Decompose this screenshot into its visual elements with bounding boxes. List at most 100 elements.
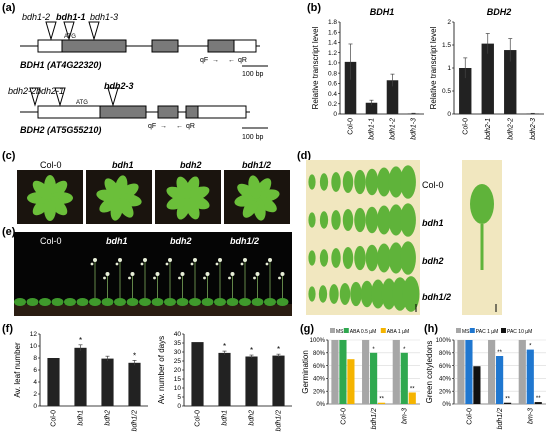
y-tick-label: 60%	[313, 364, 326, 370]
rosette-base	[101, 298, 114, 306]
flower-cluster	[215, 262, 219, 266]
bar	[344, 61, 357, 114]
flower-cluster	[203, 276, 206, 280]
rosette-base	[264, 298, 276, 306]
y-axis-label: Relative transcript level	[429, 26, 438, 109]
bar	[481, 43, 494, 115]
flower-cluster	[280, 272, 285, 276]
flower-cluster	[168, 258, 172, 262]
bar	[272, 355, 285, 406]
flower-cluster	[255, 272, 260, 276]
leaf-shape	[331, 172, 341, 192]
bar	[518, 340, 526, 404]
leaf-label-bdh12: bdh1/2	[422, 292, 452, 302]
panel-label-e: (e)	[2, 226, 16, 238]
significance-mark: *	[79, 336, 82, 345]
rosette-base	[201, 298, 214, 306]
bdh1-atg-label: ATG	[64, 34, 76, 40]
plant-label-bdh12: bdh1/2	[230, 236, 260, 246]
bar	[526, 349, 534, 404]
leaf-shape	[388, 204, 404, 236]
bdh1-gene-name: BDH1 (AT4G22320)	[20, 60, 101, 70]
bdh1-1-label: bdh1-1	[56, 12, 86, 22]
leaf-shape	[319, 249, 329, 267]
leaf-shape	[308, 174, 316, 190]
x-tick-label: bdh2	[105, 410, 112, 426]
legend-label: PAC 1 µM	[476, 329, 499, 335]
y-tick-label: 80%	[313, 351, 326, 357]
leaf-shape	[377, 243, 391, 273]
flower-cluster	[103, 276, 106, 280]
single-leaf-shape	[470, 184, 494, 224]
significance-mark: *	[223, 342, 226, 351]
bar	[365, 102, 378, 114]
leaf-shape	[354, 207, 366, 233]
rosette-base	[39, 298, 51, 306]
leaf-label-col0: Col-0	[422, 180, 444, 190]
rosette-base	[251, 298, 264, 306]
leaf-shape	[331, 210, 341, 230]
leaf-shape	[381, 278, 397, 310]
leaf-shape	[339, 282, 351, 306]
x-tick-label: Col-0	[195, 410, 202, 427]
flower-cluster	[105, 272, 110, 276]
y-tick-label: 0	[33, 403, 37, 410]
bdh1-utr5	[37, 39, 63, 53]
leaf-shape	[377, 167, 391, 197]
bdh2-3-label: bdh2-3	[104, 81, 134, 91]
leaf-shape	[342, 246, 354, 270]
gene-diagram: bdh1-2 bdh1-1 bdh1-3 ATG qF → ← qR 100 b…	[8, 12, 268, 141]
rosette-drawings	[17, 170, 290, 224]
bdh2-utr5	[37, 105, 101, 119]
x-tick-label: bdh2-2	[507, 118, 514, 140]
y-tick-label: 10	[30, 343, 38, 350]
chart-title: BDH1	[370, 7, 395, 17]
y-tick-label: 100%	[310, 338, 326, 344]
bdh1-3-insertion-icon	[88, 21, 100, 41]
leaf-shape	[354, 169, 366, 195]
rosette-base	[176, 298, 189, 306]
bdh2-atg-label: ATG	[76, 100, 88, 106]
bdh1-qr-label: qR	[238, 57, 247, 64]
y-tick-label: 30	[174, 349, 182, 356]
bar	[386, 80, 399, 114]
significance-mark: **	[536, 396, 541, 402]
bar	[400, 352, 408, 404]
bdh1-scale-label: 100 bp	[242, 71, 264, 78]
chart-title: BDH2	[487, 7, 512, 17]
y-tick-label: 40%	[313, 377, 326, 383]
bar	[504, 50, 517, 114]
rosette-leaf	[176, 176, 191, 200]
y-tick-label: 1.0	[328, 60, 337, 67]
bdh2-exon-3	[185, 105, 199, 119]
rosette-base	[51, 298, 64, 306]
rosette-base	[14, 298, 26, 306]
flower-cluster	[243, 258, 247, 262]
rosette-leaf	[32, 180, 52, 200]
x-tick-label: Col-0	[462, 118, 469, 135]
x-tick-label: bdh1-1	[369, 118, 376, 140]
x-tick-label: bdh1-3	[411, 118, 418, 140]
bdh2-utr3	[197, 105, 247, 119]
y-tick-label: 20%	[439, 389, 452, 395]
bar	[465, 340, 473, 404]
bar	[370, 352, 378, 404]
rosette-leaf	[104, 178, 122, 200]
chart-bdh2-transcript: BDH2 Relative transcript level 0 0.5 1 1.5 2 Co…	[429, 7, 544, 140]
x-tick-label: bdh2	[249, 410, 256, 426]
significance-mark: **	[505, 397, 510, 403]
leaf-shape	[388, 166, 404, 198]
y-tick-label: 0.2	[328, 101, 337, 108]
y-tick-label: 1.2	[328, 50, 337, 57]
leaf-label-bdh2: bdh2	[422, 256, 444, 266]
leaf-shape	[365, 206, 379, 234]
legend-label: MS	[462, 329, 470, 335]
leaf-shape	[365, 168, 379, 196]
flower-cluster	[153, 276, 156, 280]
x-tick-label: Col-0	[348, 118, 355, 135]
x-tick-label: bdh1	[78, 410, 85, 426]
plant-label-bdh2: bdh2	[170, 236, 192, 246]
chart-germination: MS ABA 0.5 µM ABA 1 µM Germination 0% 20% 40% 6…	[301, 328, 420, 429]
leaf-shape	[365, 244, 379, 272]
